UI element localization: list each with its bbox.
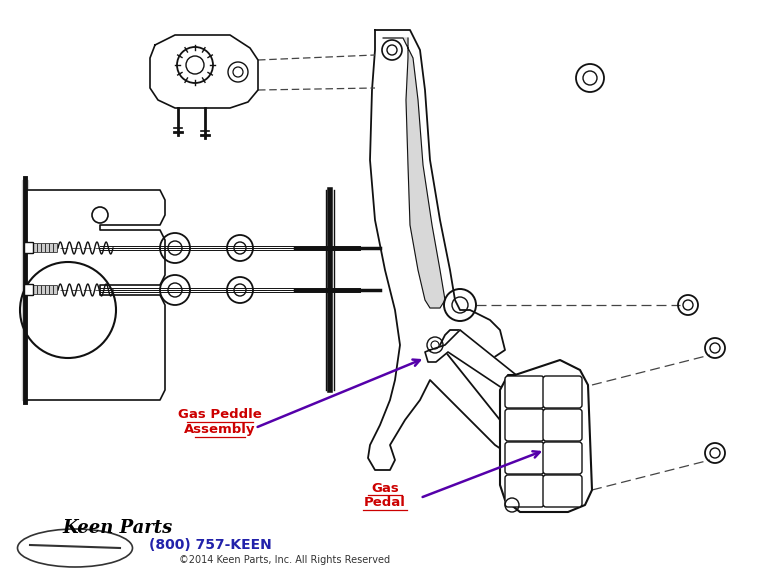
FancyBboxPatch shape <box>38 244 42 252</box>
Polygon shape <box>368 30 515 470</box>
FancyBboxPatch shape <box>34 244 38 252</box>
FancyBboxPatch shape <box>53 285 58 295</box>
FancyBboxPatch shape <box>42 244 45 252</box>
Polygon shape <box>25 190 165 400</box>
FancyBboxPatch shape <box>543 376 582 408</box>
Polygon shape <box>383 38 445 308</box>
FancyBboxPatch shape <box>29 285 34 295</box>
FancyBboxPatch shape <box>53 244 58 252</box>
FancyBboxPatch shape <box>543 409 582 441</box>
Text: Keen Parts: Keen Parts <box>63 519 173 537</box>
FancyBboxPatch shape <box>49 285 53 295</box>
Text: Pedal: Pedal <box>364 497 406 510</box>
Polygon shape <box>150 35 258 108</box>
FancyBboxPatch shape <box>49 244 53 252</box>
FancyBboxPatch shape <box>42 285 45 295</box>
Text: ©2014 Keen Parts, Inc. All Rights Reserved: ©2014 Keen Parts, Inc. All Rights Reserv… <box>179 555 390 565</box>
FancyBboxPatch shape <box>45 244 49 252</box>
FancyBboxPatch shape <box>543 475 582 507</box>
Polygon shape <box>500 360 592 512</box>
FancyBboxPatch shape <box>25 284 34 295</box>
Text: Gas: Gas <box>371 482 399 494</box>
FancyBboxPatch shape <box>505 409 544 441</box>
FancyBboxPatch shape <box>38 285 42 295</box>
FancyBboxPatch shape <box>505 475 544 507</box>
FancyBboxPatch shape <box>34 285 38 295</box>
Text: Assembly: Assembly <box>184 423 256 437</box>
FancyBboxPatch shape <box>543 442 582 474</box>
FancyBboxPatch shape <box>29 244 34 252</box>
FancyBboxPatch shape <box>45 285 49 295</box>
Polygon shape <box>22 180 28 400</box>
FancyBboxPatch shape <box>505 376 544 408</box>
Text: (800) 757-KEEN: (800) 757-KEEN <box>149 538 271 552</box>
FancyBboxPatch shape <box>505 442 544 474</box>
Text: Gas Peddle: Gas Peddle <box>178 409 262 422</box>
Polygon shape <box>425 330 545 415</box>
FancyBboxPatch shape <box>25 243 34 254</box>
